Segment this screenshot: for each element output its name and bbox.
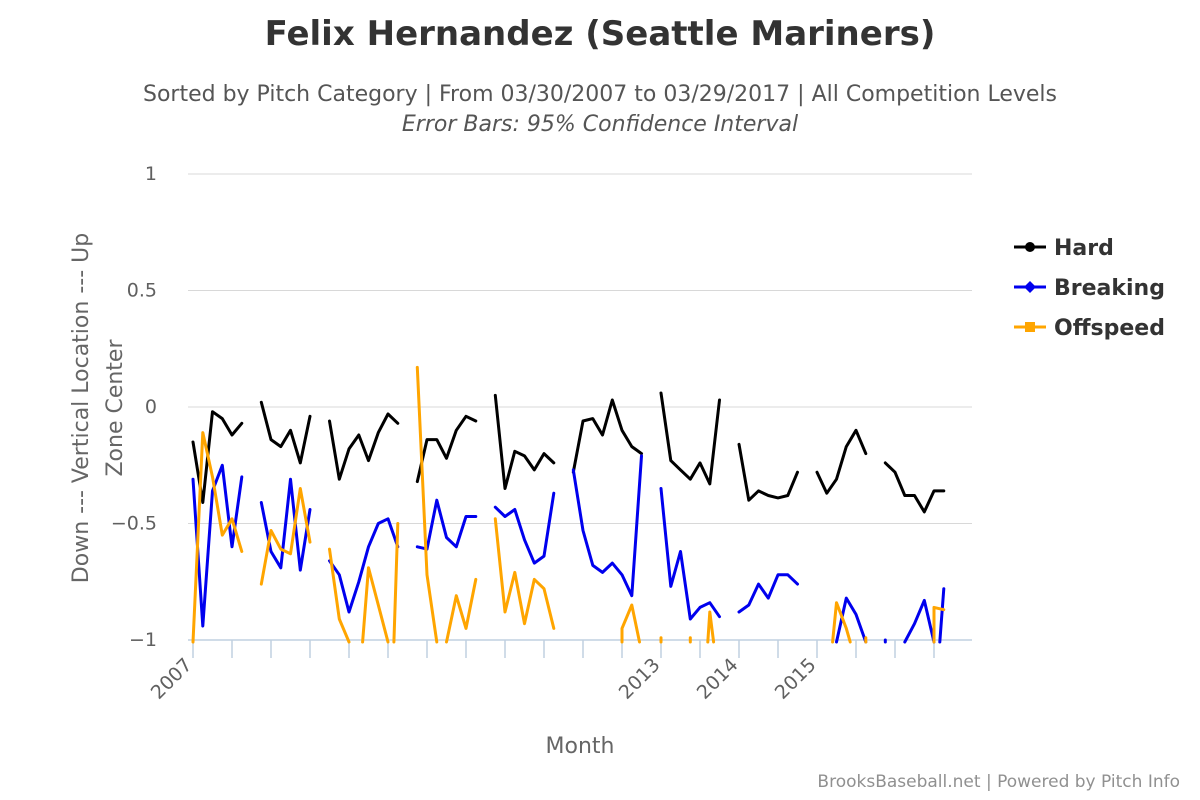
chart-subtitle-error-bars: Error Bars: 95% Confidence Interval	[401, 112, 799, 137]
series-line-offspeed	[932, 605, 946, 644]
series-line-breaking	[737, 573, 799, 614]
series-line-offspeed	[706, 610, 716, 644]
series-line-hard	[571, 398, 643, 474]
series-line-hard	[659, 391, 721, 486]
series-breaking	[191, 454, 946, 644]
series-hard	[191, 391, 946, 514]
series-line-hard	[493, 393, 556, 490]
series-line-breaking	[191, 463, 244, 628]
series-line-hard	[815, 428, 868, 495]
y-axis-title-line2: Zone Center	[103, 339, 128, 477]
series-line-breaking	[938, 587, 946, 644]
series-line-breaking	[493, 491, 556, 565]
legend-item-hard[interactable]: Hard	[1014, 236, 1114, 261]
y-tick-label: −1	[129, 629, 157, 651]
y-tick-label: −0.5	[111, 513, 157, 535]
legend-label: Hard	[1054, 236, 1114, 261]
y-axis-title: Down --- Vertical Location --- Up Zone C…	[69, 233, 128, 583]
x-tick-label: 2007	[147, 654, 197, 704]
legend-marker-diamond	[1024, 281, 1036, 293]
series-line-breaking	[328, 517, 400, 614]
chart-subtitle: Sorted by Pitch Category | From 03/30/20…	[142, 82, 1057, 107]
series-line-offspeed	[445, 577, 478, 644]
series-line-offspeed	[392, 522, 400, 644]
x-tick-label: 2013	[615, 654, 665, 704]
legend-marker-circle	[1025, 242, 1035, 252]
legend-marker-square	[1025, 322, 1035, 332]
legend[interactable]: Hard Breaking Offspeed	[1014, 236, 1165, 341]
series-line-hard	[259, 400, 312, 465]
plot-area	[191, 365, 946, 644]
y-tick-label: 0	[145, 396, 157, 418]
x-axis-title: Month	[546, 734, 615, 759]
credits-text: BrooksBaseball.net | Powered by Pitch In…	[817, 772, 1180, 792]
legend-item-offspeed[interactable]: Offspeed	[1014, 316, 1165, 341]
series-line-hard	[415, 414, 478, 484]
series-line-offspeed	[493, 517, 556, 630]
y-tick-label: 1	[145, 163, 157, 185]
x-tick-label: 2014	[693, 654, 743, 704]
series-line-breaking	[571, 454, 643, 598]
x-tick-label: 2015	[771, 654, 821, 704]
series-line-offspeed	[620, 603, 641, 644]
series-line-hard	[737, 442, 799, 502]
series-line-offspeed	[191, 431, 244, 644]
series-line-hard	[328, 412, 400, 481]
series-line-offspeed	[361, 566, 390, 644]
series-line-breaking	[835, 596, 868, 644]
legend-item-breaking[interactable]: Breaking	[1014, 276, 1165, 301]
series-line-offspeed	[831, 601, 852, 644]
legend-label: Offspeed	[1054, 316, 1165, 341]
legend-label: Breaking	[1054, 276, 1165, 301]
series-line-offspeed	[259, 487, 312, 586]
series-line-breaking	[903, 598, 936, 644]
y-axis-title-line1: Down --- Vertical Location --- Up	[69, 233, 94, 583]
series-line-offspeed	[328, 547, 351, 644]
series-line-breaking	[659, 487, 721, 621]
series-offspeed	[191, 365, 946, 644]
grid-lines	[188, 173, 972, 524]
chart-title: Felix Hernandez (Seattle Mariners)	[264, 14, 936, 54]
series-line-hard	[883, 461, 946, 514]
series-line-offspeed	[415, 365, 439, 644]
y-tick-label: 0.5	[127, 280, 157, 302]
series-line-breaking	[259, 477, 312, 572]
